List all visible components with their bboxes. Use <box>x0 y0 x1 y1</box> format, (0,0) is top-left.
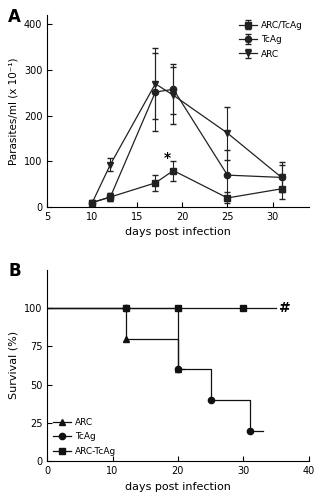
X-axis label: days post infection: days post infection <box>125 228 231 237</box>
Text: #: # <box>279 301 291 315</box>
Legend: ARC/TcAg, TcAg, ARC: ARC/TcAg, TcAg, ARC <box>235 17 307 62</box>
Text: B: B <box>8 262 21 280</box>
Y-axis label: Parasites/ml (x 10⁻¹): Parasites/ml (x 10⁻¹) <box>8 58 18 165</box>
Legend: ARC, TcAg, ARC-TcAg: ARC, TcAg, ARC-TcAg <box>49 414 120 460</box>
Y-axis label: Survival (%): Survival (%) <box>8 332 18 400</box>
X-axis label: days post infection: days post infection <box>125 482 231 492</box>
Text: A: A <box>8 8 21 26</box>
Text: *: * <box>163 151 171 165</box>
